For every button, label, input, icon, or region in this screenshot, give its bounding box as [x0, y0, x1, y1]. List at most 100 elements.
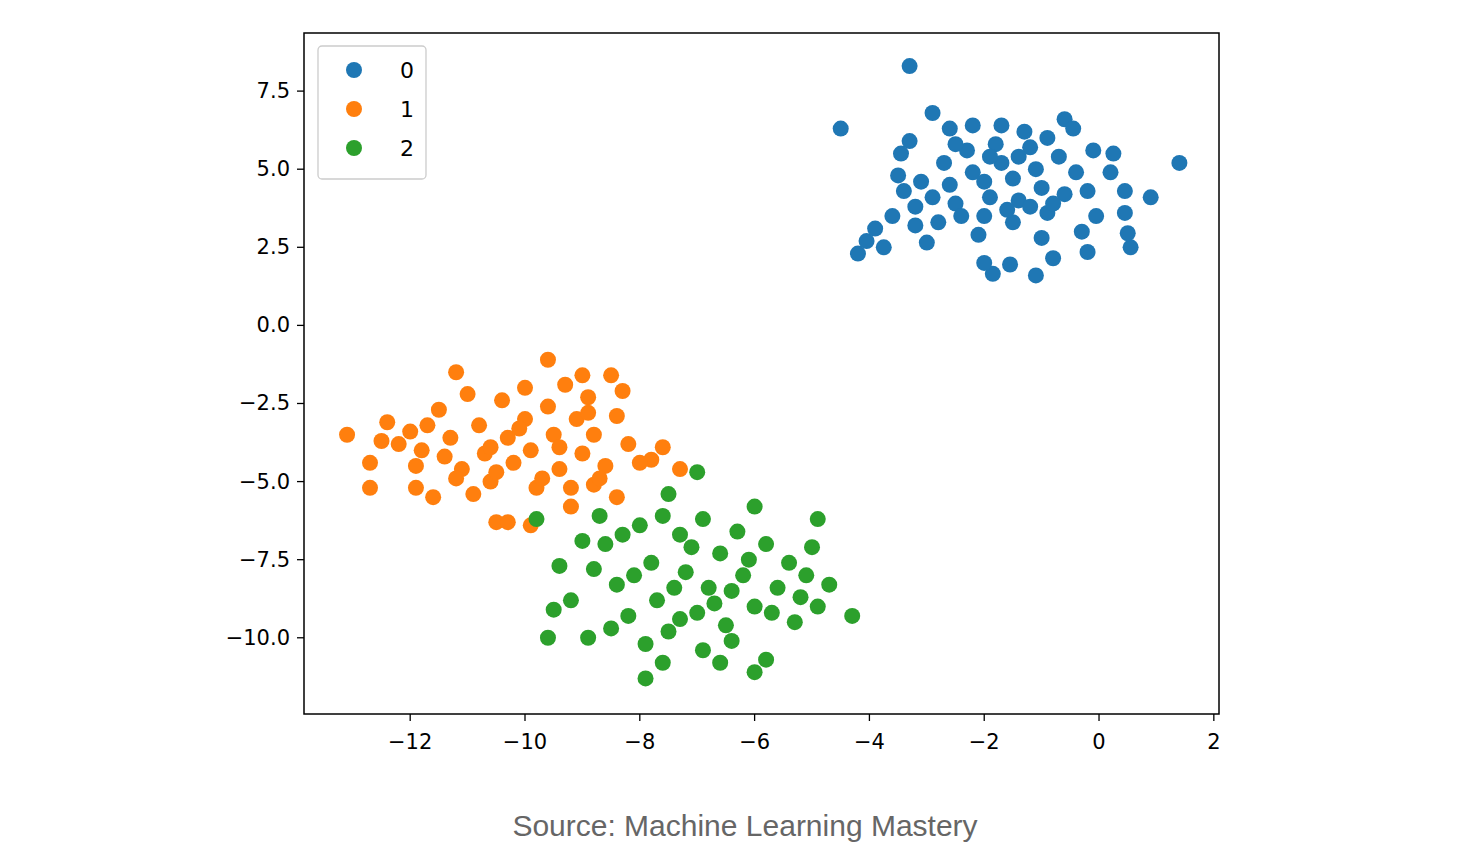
y-tick [297, 481, 304, 482]
point [919, 235, 935, 251]
point [1039, 130, 1055, 146]
point [557, 377, 573, 393]
point [724, 583, 740, 599]
point [414, 442, 430, 458]
point [913, 174, 929, 190]
point [1045, 250, 1061, 266]
legend-marker [346, 62, 362, 78]
point [672, 527, 688, 543]
point [649, 592, 665, 608]
point [574, 445, 590, 461]
point [712, 545, 728, 561]
point [672, 461, 688, 477]
point [810, 599, 826, 615]
points [339, 58, 1187, 686]
point [419, 417, 435, 433]
point [896, 183, 912, 199]
point [1028, 267, 1044, 283]
point [661, 486, 677, 502]
point [770, 580, 786, 596]
x-tick [754, 714, 755, 721]
point [758, 536, 774, 552]
point [787, 614, 803, 630]
point [540, 352, 556, 368]
axes: −12−10−8−6−4−202−10.0−7.5−5.0−2.50.02.55… [226, 79, 1221, 754]
point [638, 670, 654, 686]
point [362, 455, 378, 471]
frame [304, 33, 1219, 714]
point [890, 167, 906, 183]
point [902, 58, 918, 74]
point [804, 539, 820, 555]
point [626, 567, 642, 583]
point [339, 427, 355, 443]
point [982, 189, 998, 205]
point [528, 511, 544, 527]
point [1045, 196, 1061, 212]
legend-marker [346, 140, 362, 156]
point [534, 470, 550, 486]
point [546, 602, 562, 618]
y-tick [297, 637, 304, 638]
point [1123, 239, 1139, 255]
point [431, 402, 447, 418]
point [1011, 149, 1027, 165]
point [442, 430, 458, 446]
point [563, 499, 579, 515]
point [586, 561, 602, 577]
point [540, 630, 556, 646]
point [620, 608, 636, 624]
point [747, 499, 763, 515]
y-tick-label: 0.0 [257, 313, 290, 337]
x-tick [639, 714, 640, 721]
point [1022, 199, 1038, 215]
point [1068, 164, 1084, 180]
point [1074, 224, 1090, 240]
point [551, 558, 567, 574]
y-tick [297, 325, 304, 326]
y-tick-label: 2.5 [257, 235, 290, 259]
point [638, 636, 654, 652]
point [948, 136, 964, 152]
point [609, 577, 625, 593]
series-1 [339, 352, 688, 534]
point [655, 655, 671, 671]
point [976, 208, 992, 224]
point [603, 367, 619, 383]
point [833, 121, 849, 137]
point [712, 655, 728, 671]
point [574, 533, 590, 549]
point [1085, 142, 1101, 158]
legend-label: 2 [400, 136, 414, 161]
point [1120, 225, 1136, 241]
point [563, 592, 579, 608]
y-tick [297, 90, 304, 91]
point [661, 624, 677, 640]
point [672, 611, 688, 627]
point [982, 149, 998, 165]
point [695, 511, 711, 527]
point [1105, 146, 1121, 162]
point [592, 508, 608, 524]
point [643, 555, 659, 571]
legend-label: 0 [400, 58, 414, 83]
point [563, 480, 579, 496]
point [747, 664, 763, 680]
point [592, 470, 608, 486]
point [580, 389, 596, 405]
point [1080, 244, 1096, 260]
point [517, 380, 533, 396]
y-tick-label: −7.5 [239, 548, 290, 572]
point [506, 455, 522, 471]
point [942, 177, 958, 193]
point [810, 511, 826, 527]
series-0 [833, 58, 1188, 283]
x-tick [869, 714, 870, 721]
point [540, 399, 556, 415]
point [741, 552, 757, 568]
point [1171, 155, 1187, 171]
point [1028, 161, 1044, 177]
point [993, 117, 1009, 133]
point [632, 455, 648, 471]
point [408, 480, 424, 496]
